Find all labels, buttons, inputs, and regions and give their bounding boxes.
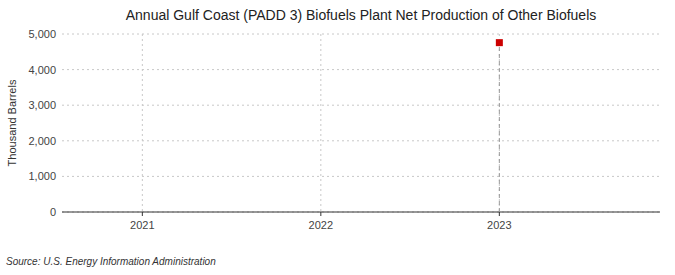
- x-tick-mark: [320, 212, 321, 216]
- point: [496, 39, 503, 46]
- x-axis-line: [62, 212, 660, 213]
- y-tick-label: 5,000: [28, 28, 56, 40]
- x-tick-mark: [142, 212, 143, 216]
- drop-line: [499, 43, 500, 212]
- title: Annual Gulf Coast (PADD 3) Biofuels Plan…: [126, 7, 597, 23]
- y-tick-label: 3,000: [28, 99, 56, 111]
- y-tick-label: 0: [50, 206, 56, 218]
- y-tick-label: 4,000: [28, 64, 56, 76]
- y-grid-line: [62, 34, 660, 35]
- x-tick-label: 2022: [309, 219, 333, 231]
- x-grid-line: [499, 34, 500, 212]
- grid: [62, 34, 660, 212]
- y-grid-line: [62, 69, 660, 70]
- y-grid-line: [62, 140, 660, 141]
- x-tick-label: 2023: [487, 219, 511, 231]
- source-note: Source: U.S. Energy Information Administ…: [6, 256, 216, 267]
- x-tick-label: 2021: [130, 219, 154, 231]
- background: [0, 0, 675, 275]
- y-tick-label: 2,000: [28, 135, 56, 147]
- y-grid-line: [62, 176, 660, 177]
- chart: Annual Gulf Coast (PADD 3) Biofuels Plan…: [0, 0, 675, 275]
- y-grid-line: [62, 105, 660, 106]
- x-grid-line: [320, 34, 321, 212]
- y-axis-label: Thousand Barrels: [6, 79, 18, 166]
- x-tick-mark: [499, 212, 500, 216]
- y-tick-label: 1,000: [28, 170, 56, 182]
- x-grid-line: [142, 34, 143, 212]
- y-grid-line: [62, 212, 660, 213]
- marks: [496, 39, 503, 212]
